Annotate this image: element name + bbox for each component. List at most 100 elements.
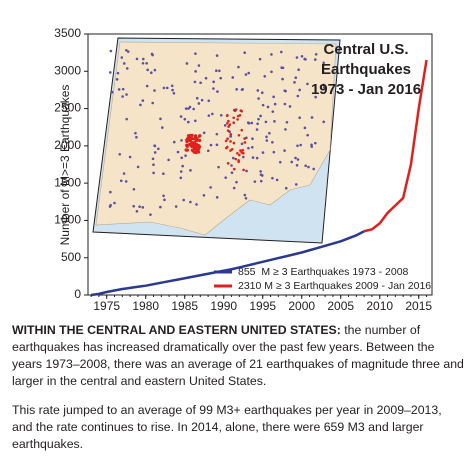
map-dot xyxy=(310,116,314,119)
map-dot xyxy=(157,147,160,151)
map-dot xyxy=(226,114,229,117)
map-dot xyxy=(181,164,184,168)
map-dot xyxy=(240,142,244,146)
map-dot xyxy=(244,73,248,76)
map-dot xyxy=(184,154,187,157)
map-dot xyxy=(219,113,223,117)
map-dot xyxy=(239,149,242,152)
map-dot xyxy=(152,163,155,167)
map-dot xyxy=(209,143,213,147)
map-dot xyxy=(172,91,176,95)
map-dot xyxy=(121,95,124,98)
map-dot xyxy=(182,198,185,202)
map-dot xyxy=(190,133,194,138)
map-dot xyxy=(153,144,156,147)
map-dot xyxy=(187,107,190,110)
map-dot xyxy=(285,120,289,124)
map-dot xyxy=(229,133,233,136)
map-dot xyxy=(243,141,247,144)
map-dot xyxy=(290,160,294,164)
map-dot xyxy=(162,86,166,90)
map-dot xyxy=(172,140,176,144)
map-dot xyxy=(313,58,317,61)
map-dot xyxy=(202,194,206,197)
map-dot xyxy=(122,62,126,65)
map-dot xyxy=(202,131,206,135)
map-dot xyxy=(228,123,232,127)
map-dot xyxy=(230,147,234,151)
map-dot xyxy=(179,115,183,118)
title-line: 1973 - Jan 2016 xyxy=(311,81,421,98)
map-dot xyxy=(243,137,246,140)
map-dot xyxy=(192,107,195,111)
map-dot xyxy=(109,49,113,53)
map-dot xyxy=(141,61,145,65)
map-dot xyxy=(180,139,183,142)
map-dot xyxy=(125,117,129,121)
map-dot xyxy=(109,190,112,194)
map-dot xyxy=(110,90,114,94)
line xyxy=(363,59,428,233)
map-dot xyxy=(260,91,264,94)
map-dot xyxy=(294,183,298,186)
map-dot xyxy=(273,120,276,123)
map-dot xyxy=(240,109,243,113)
map-dot xyxy=(193,134,198,138)
map-dot xyxy=(134,131,137,135)
map-dot xyxy=(275,178,279,182)
y-tick-label: 1000 xyxy=(54,213,81,227)
map-dot xyxy=(126,50,130,53)
map-dot xyxy=(170,84,174,88)
map-dot xyxy=(310,145,314,148)
x-tick-label: 1980 xyxy=(132,299,159,313)
x-tick-label: 2015 xyxy=(405,299,432,313)
map-dot xyxy=(306,82,309,86)
map-dot xyxy=(117,88,121,91)
map-dot xyxy=(152,171,155,175)
paragraph: This rate jumped to an average of 99 M3+… xyxy=(12,402,464,453)
map-dot xyxy=(183,117,187,121)
map-dot xyxy=(226,162,230,165)
map-dot xyxy=(298,88,301,92)
map-dot xyxy=(184,148,188,152)
map-dot xyxy=(145,61,148,65)
map-dot xyxy=(259,170,262,173)
x-tick-label: 1975 xyxy=(93,299,120,313)
map-dot xyxy=(307,165,310,169)
lead: WITHIN THE CENTRAL AND EASTERN UNITED ST… xyxy=(12,323,341,337)
map-dot xyxy=(295,163,299,167)
map-dot xyxy=(283,89,287,93)
map-dot xyxy=(189,169,192,172)
map-dot xyxy=(149,213,152,216)
map-dot xyxy=(238,153,241,157)
map-dot xyxy=(264,120,268,124)
map-dot xyxy=(197,64,201,67)
map-dot xyxy=(288,105,292,108)
map-dot xyxy=(314,52,318,56)
map-dot xyxy=(229,140,232,143)
x-tick-label: 1985 xyxy=(171,299,198,313)
map-dot xyxy=(236,118,239,121)
y-tick-label: 500 xyxy=(61,250,81,264)
map-dot xyxy=(298,116,301,120)
map-dot xyxy=(195,96,199,100)
map-dot xyxy=(212,87,215,90)
map-dot xyxy=(141,57,145,61)
map-dot xyxy=(153,89,156,92)
map-dot xyxy=(251,156,255,159)
map-dot xyxy=(227,125,230,128)
chart: Central U.S. Earthquakes 1973 - Jan 2016 N… xyxy=(54,26,433,313)
map-dot xyxy=(259,173,263,177)
x-tick-label: 1990 xyxy=(210,299,237,313)
map-dot xyxy=(314,95,317,99)
map-dot xyxy=(176,150,180,154)
map-dot xyxy=(184,107,188,110)
map-dot xyxy=(270,53,273,56)
map-dot xyxy=(250,145,254,149)
y-tick-label: 3500 xyxy=(54,26,81,40)
map-dot xyxy=(237,160,240,164)
text: This rate jumped to an average of 99 M3+… xyxy=(12,403,442,451)
map-dot xyxy=(207,114,211,117)
map-dot xyxy=(193,147,197,151)
map-dot xyxy=(257,97,260,100)
